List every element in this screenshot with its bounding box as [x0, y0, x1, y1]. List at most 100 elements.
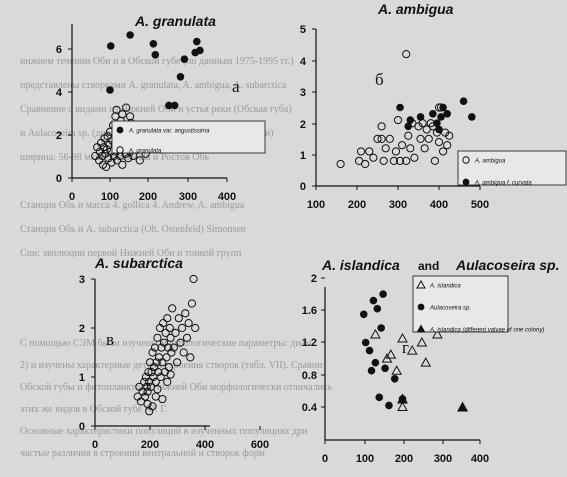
- y-tick-label: 0: [56, 173, 62, 185]
- legend-label: A. islandica (different valvae of one co…: [429, 328, 544, 334]
- chart-title: A. ambigua: [377, 1, 454, 17]
- background-text-line: Станция Обь и A. subarctica (Oh. Ostenfe…: [20, 224, 246, 235]
- data-point: [410, 153, 419, 162]
- data-point: [439, 147, 448, 156]
- data-point: [149, 40, 158, 48]
- data-point: [180, 55, 189, 63]
- legend-marker: [462, 178, 470, 186]
- data-point: [397, 332, 408, 343]
- data-point: [186, 353, 195, 362]
- data-point: [164, 363, 174, 372]
- data-point: [402, 156, 411, 165]
- data-point: [416, 113, 425, 121]
- data-point: [377, 134, 386, 143]
- data-point: [103, 132, 112, 141]
- data-point: [170, 101, 179, 110]
- y-tick-label: 2: [311, 273, 317, 285]
- data-point: [163, 314, 172, 323]
- data-point: [184, 319, 193, 328]
- data-point: [106, 42, 115, 50]
- data-point: [443, 109, 452, 118]
- data-point: [165, 323, 174, 333]
- data-point: [173, 358, 182, 367]
- panel-letter: в: [106, 330, 114, 349]
- data-point: [169, 343, 178, 352]
- x-tick-label: 400: [196, 439, 214, 451]
- data-point: [370, 328, 381, 339]
- y-tick-label: 3: [79, 274, 85, 286]
- background-text-line: Основные характеристики популяций в изуч…: [20, 426, 308, 437]
- data-point: [118, 160, 127, 169]
- chart-title-part-2: and: [418, 259, 439, 273]
- x-tick-label: 0: [92, 439, 98, 451]
- data-point: [397, 401, 408, 411]
- legend-box: [111, 120, 266, 154]
- data-point: [420, 144, 429, 153]
- y-tick-label: 5: [300, 24, 306, 36]
- data-point: [468, 113, 476, 121]
- data-point: [375, 393, 384, 402]
- data-point: [187, 299, 197, 308]
- data-point: [148, 348, 157, 357]
- data-point: [179, 348, 188, 357]
- data-point: [176, 73, 185, 81]
- data-point: [162, 353, 171, 362]
- data-point: [168, 304, 177, 313]
- panel-letter: а: [232, 77, 240, 96]
- legend-label: A. granulata: [128, 149, 162, 155]
- data-point: [154, 368, 163, 377]
- x-tick-label: 300: [179, 191, 197, 203]
- x-tick-label: 200: [141, 439, 159, 451]
- background-text-line: представлены створками A. granulata, A. …: [20, 80, 287, 91]
- y-tick-label: 0: [79, 421, 85, 433]
- legend-box: [412, 275, 509, 333]
- data-point: [192, 37, 201, 46]
- data-point: [163, 377, 172, 386]
- x-tick-label: 300: [434, 453, 452, 465]
- data-point: [158, 394, 167, 404]
- data-point: [371, 358, 380, 367]
- data-point: [396, 103, 404, 112]
- data-point: [357, 147, 366, 156]
- data-point: [445, 131, 454, 140]
- x-tick-label: 200: [348, 199, 366, 211]
- data-point: [369, 296, 378, 305]
- y-tick-label: 2: [79, 323, 85, 335]
- background-text-line: С помощью СЭМ были изучены морфологическ…: [20, 338, 314, 349]
- data-point: [148, 402, 157, 411]
- data-point: [174, 314, 183, 323]
- data-point: [398, 141, 407, 150]
- data-point: [365, 147, 374, 156]
- background-text-line: Спи: эволюции первой Нижней Оби и тонкой…: [20, 248, 242, 259]
- data-point: [166, 370, 175, 379]
- data-point: [145, 358, 155, 367]
- background-text-line: этих же видов в Обской губе (О. Г.: [20, 404, 168, 415]
- background-text-line: 2) и изучены характерные детали строения…: [20, 360, 323, 371]
- panel-c-subarctica: A. subarctica в 0 200 400 600 0 1 2 3: [79, 255, 269, 451]
- legend-label: A. ambigua f. curvata: [474, 181, 532, 187]
- x-tick-label: 600: [251, 439, 269, 451]
- data-point: [361, 338, 370, 347]
- data-point: [406, 345, 418, 355]
- legend-box: [457, 150, 567, 186]
- data-point: [420, 357, 432, 367]
- x-tick-label: 400: [430, 199, 448, 211]
- data-point: [379, 290, 387, 298]
- legend-marker: [416, 279, 426, 289]
- y-tick-label: 0: [300, 181, 306, 193]
- data-point: [393, 115, 403, 125]
- x-tick-label: 400: [218, 191, 236, 203]
- data-point: [152, 358, 161, 367]
- data-point: [381, 144, 390, 153]
- y-tick-label: 2: [56, 130, 62, 142]
- background-text-line: Сравнение с видами из Нижней Оби и устья…: [20, 104, 292, 115]
- legend-label: A. ambigua: [474, 159, 506, 165]
- legend-label: A. islandica: [429, 284, 461, 290]
- data-point: [167, 348, 176, 357]
- data-point: [406, 116, 415, 124]
- data-point: [142, 382, 151, 391]
- y-tick-label: 1: [79, 372, 85, 384]
- y-tick-label: 4: [300, 56, 307, 68]
- data-point: [159, 338, 169, 347]
- data-point: [434, 137, 444, 147]
